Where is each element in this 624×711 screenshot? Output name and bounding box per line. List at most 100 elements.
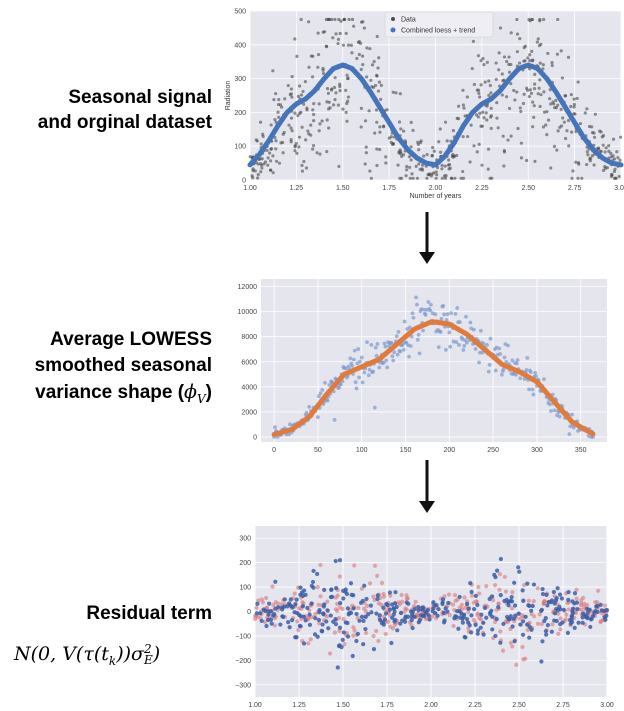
- data-point: [336, 41, 340, 46]
- data-point: [443, 176, 448, 180]
- data-point: [290, 129, 294, 133]
- residual-point-blue: [498, 556, 503, 562]
- data-point: [307, 20, 311, 24]
- residual-point-red: [492, 583, 498, 588]
- data-point: [495, 101, 499, 105]
- data-point: [339, 19, 343, 23]
- data-point: [300, 163, 304, 168]
- data-point: [274, 159, 279, 163]
- residual-point-blue: [561, 607, 566, 612]
- residual-point-blue: [604, 607, 610, 613]
- residual-point-blue: [361, 642, 366, 647]
- data-point: [362, 26, 366, 30]
- variance-point: [351, 357, 356, 362]
- data-point: [472, 144, 476, 148]
- residual-point-red: [484, 584, 489, 589]
- residual-point-blue: [268, 609, 274, 614]
- data-point: [530, 59, 535, 63]
- variance-point: [417, 351, 422, 356]
- residual-point-red: [497, 572, 503, 577]
- variance-point: [407, 354, 411, 359]
- data-point: [461, 176, 466, 180]
- residual-point-red: [446, 592, 452, 597]
- data-point: [326, 91, 331, 95]
- residual-point-blue: [466, 606, 471, 611]
- residual-point-blue: [435, 613, 440, 618]
- residual-point-blue: [434, 602, 439, 608]
- residual-point-blue: [278, 622, 283, 627]
- residual-point-blue: [469, 630, 474, 635]
- data-point: [502, 150, 507, 154]
- data-point: [296, 94, 300, 98]
- residual-point-blue: [465, 601, 470, 606]
- data-point: [430, 172, 434, 176]
- residual-point-blue: [302, 588, 307, 593]
- residual-point-blue: [392, 619, 397, 624]
- residual-point-blue: [309, 601, 314, 606]
- data-point: [378, 125, 382, 129]
- legend-label-data: Data: [401, 17, 416, 24]
- residual-point-blue: [585, 610, 590, 615]
- data-point: [507, 70, 512, 74]
- data-point: [317, 129, 321, 133]
- variance-point: [549, 409, 553, 413]
- data-point: [604, 146, 608, 150]
- residual-point-red: [556, 631, 561, 636]
- residual-point-red: [351, 625, 356, 630]
- data-point: [405, 168, 409, 172]
- variance-point: [381, 360, 386, 365]
- data-point: [373, 83, 378, 88]
- data-point: [342, 17, 346, 22]
- data-point: [555, 148, 559, 152]
- variance-point: [461, 348, 466, 352]
- residual-point-blue: [348, 581, 354, 586]
- data-point: [278, 103, 283, 107]
- data-point: [248, 155, 252, 159]
- residual-point-red: [415, 612, 421, 618]
- data-point: [522, 59, 526, 63]
- data-point: [485, 118, 489, 122]
- residual-point-blue: [412, 614, 417, 619]
- residual-point-red: [535, 621, 541, 626]
- residual-point-blue: [363, 626, 368, 632]
- residual-point-blue: [351, 606, 356, 611]
- data-point: [337, 17, 341, 22]
- residual-point-blue: [512, 639, 517, 644]
- data-point: [355, 56, 359, 61]
- data-point: [364, 145, 368, 149]
- data-point: [297, 135, 302, 139]
- data-point: [489, 106, 493, 110]
- data-point: [570, 130, 574, 134]
- data-point: [304, 166, 309, 170]
- data-point: [572, 112, 576, 116]
- residual-point-blue: [472, 607, 477, 612]
- variance-point: [468, 320, 473, 325]
- data-point: [387, 136, 391, 140]
- data-point: [448, 166, 452, 170]
- variance-point: [464, 340, 469, 345]
- residual-point-blue: [549, 629, 554, 634]
- data-point: [416, 142, 421, 147]
- variance-point: [377, 365, 382, 370]
- residual-point-blue: [371, 647, 377, 652]
- data-point: [251, 167, 255, 171]
- data-point: [575, 96, 579, 101]
- formula-part: ): [152, 643, 161, 665]
- residual-point-red: [292, 591, 297, 596]
- data-point: [274, 92, 278, 96]
- data-point: [256, 162, 260, 166]
- residual-point-blue: [517, 569, 522, 574]
- chart-residual-term: 1.00 1.25 1.50 1.75 2.00 2.25 2.50 2.75 3.00 300 2…: [235, 526, 614, 709]
- residual-point-blue: [431, 600, 436, 605]
- data-point: [378, 147, 382, 152]
- residual-point-blue: [540, 591, 546, 597]
- data-point: [359, 67, 363, 72]
- data-point: [363, 162, 367, 166]
- residual-point-blue: [568, 621, 573, 626]
- data-point: [336, 37, 341, 41]
- residual-point-blue: [473, 622, 478, 627]
- data-point: [507, 55, 511, 59]
- data-point: [481, 110, 485, 114]
- data-point: [461, 169, 465, 174]
- variance-point: [524, 368, 529, 372]
